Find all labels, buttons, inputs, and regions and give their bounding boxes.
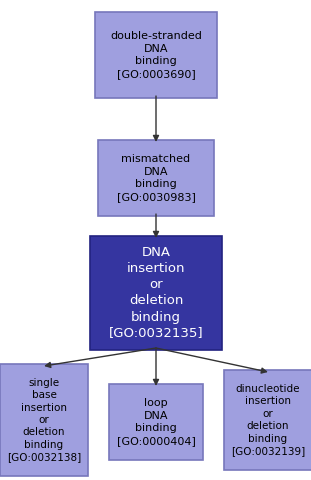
FancyBboxPatch shape — [224, 370, 311, 470]
FancyBboxPatch shape — [90, 236, 222, 350]
FancyBboxPatch shape — [95, 12, 217, 98]
FancyBboxPatch shape — [98, 140, 214, 216]
Text: double-stranded
DNA
binding
[GO:0003690]: double-stranded DNA binding [GO:0003690] — [110, 31, 202, 79]
Text: DNA
insertion
or
deletion
binding
[GO:0032135]: DNA insertion or deletion binding [GO:00… — [109, 247, 203, 339]
FancyBboxPatch shape — [109, 384, 203, 460]
Text: dinucleotide
insertion
or
deletion
binding
[GO:0032139]: dinucleotide insertion or deletion bindi… — [231, 384, 305, 456]
Text: loop
DNA
binding
[GO:0000404]: loop DNA binding [GO:0000404] — [117, 398, 195, 445]
Text: mismatched
DNA
binding
[GO:0030983]: mismatched DNA binding [GO:0030983] — [117, 155, 195, 202]
FancyBboxPatch shape — [0, 364, 88, 476]
Text: single
base
insertion
or
deletion
binding
[GO:0032138]: single base insertion or deletion bindin… — [7, 378, 81, 462]
